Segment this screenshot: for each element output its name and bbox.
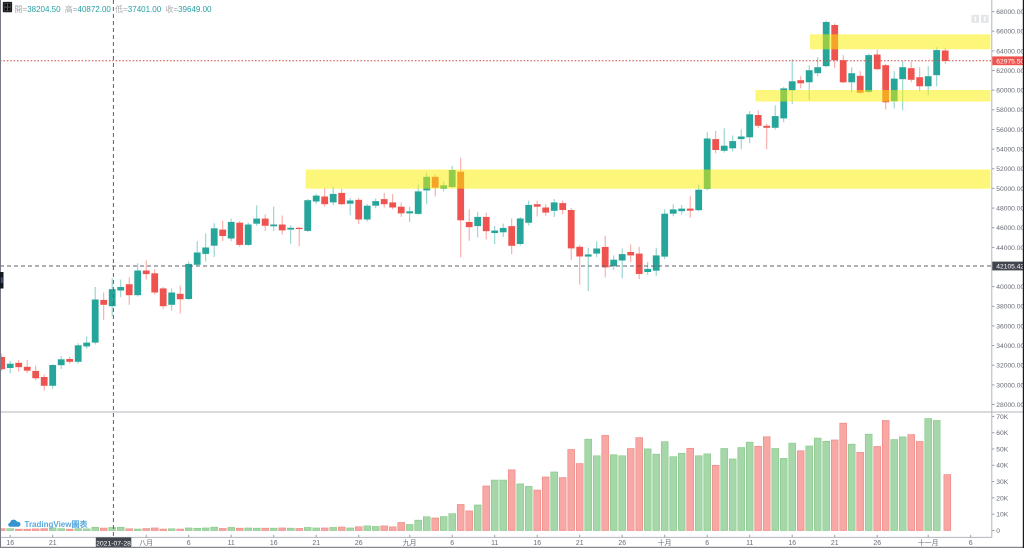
svg-text:16: 16 bbox=[788, 540, 796, 547]
svg-text:70K: 70K bbox=[996, 414, 1008, 421]
svg-text:21: 21 bbox=[49, 540, 57, 547]
svg-text:十月: 十月 bbox=[658, 538, 672, 547]
svg-text:58000.00: 58000.00 bbox=[996, 107, 1024, 114]
svg-text:TradingView圖表: TradingView圖表 bbox=[25, 519, 89, 529]
svg-text:44000.00: 44000.00 bbox=[996, 245, 1024, 252]
svg-text:21: 21 bbox=[831, 540, 839, 547]
svg-text:62975.50: 62975.50 bbox=[996, 58, 1024, 65]
svg-text:38000.00: 38000.00 bbox=[996, 304, 1024, 311]
svg-text:60000.00: 60000.00 bbox=[996, 88, 1024, 95]
svg-text:39649.00: 39649.00 bbox=[178, 5, 212, 14]
svg-text:開=: 開= bbox=[15, 5, 28, 14]
svg-text:56000.00: 56000.00 bbox=[996, 127, 1024, 134]
svg-text:37401.00: 37401.00 bbox=[128, 5, 162, 14]
svg-text:八月: 八月 bbox=[139, 539, 153, 547]
svg-text:十一月: 十一月 bbox=[918, 538, 939, 547]
svg-text:6: 6 bbox=[450, 540, 454, 547]
svg-text:20K: 20K bbox=[996, 495, 1008, 502]
svg-text:低=: 低= bbox=[115, 4, 128, 14]
svg-text:26: 26 bbox=[618, 540, 626, 547]
svg-text:28000.00: 28000.00 bbox=[996, 402, 1024, 409]
svg-text:16: 16 bbox=[533, 540, 541, 547]
svg-text:52000.00: 52000.00 bbox=[996, 166, 1024, 173]
svg-text:10K: 10K bbox=[996, 512, 1008, 519]
svg-text:6: 6 bbox=[705, 540, 709, 547]
svg-text:50000.00: 50000.00 bbox=[996, 186, 1024, 193]
svg-text:66000.00: 66000.00 bbox=[996, 29, 1024, 36]
svg-text:50K: 50K bbox=[996, 446, 1008, 453]
svg-text:38204.50: 38204.50 bbox=[27, 5, 61, 14]
svg-text:九月: 九月 bbox=[403, 538, 417, 547]
svg-text:46000.00: 46000.00 bbox=[996, 225, 1024, 232]
svg-text:6: 6 bbox=[969, 540, 973, 547]
svg-text:30000.00: 30000.00 bbox=[996, 382, 1024, 389]
svg-text:6: 6 bbox=[187, 540, 191, 547]
svg-text:26: 26 bbox=[355, 540, 363, 547]
svg-text:30K: 30K bbox=[996, 479, 1008, 486]
svg-text:0: 0 bbox=[996, 528, 1000, 535]
svg-text:60K: 60K bbox=[996, 430, 1008, 437]
svg-text:40000.00: 40000.00 bbox=[996, 284, 1024, 291]
svg-text:26: 26 bbox=[873, 540, 881, 547]
svg-text:40872.00: 40872.00 bbox=[78, 5, 112, 14]
svg-text:21: 21 bbox=[576, 540, 584, 547]
svg-text:42105.42: 42105.42 bbox=[996, 263, 1024, 270]
svg-text:54000.00: 54000.00 bbox=[996, 147, 1024, 154]
svg-text:40K: 40K bbox=[996, 463, 1008, 470]
svg-text:34000.00: 34000.00 bbox=[996, 343, 1024, 350]
svg-text:收=: 收= bbox=[165, 4, 178, 14]
svg-text:16: 16 bbox=[6, 540, 14, 547]
svg-text:68000.00: 68000.00 bbox=[996, 9, 1024, 16]
svg-text:11: 11 bbox=[491, 540, 498, 547]
svg-text:62000.00: 62000.00 bbox=[996, 68, 1024, 75]
svg-text:21: 21 bbox=[312, 540, 320, 547]
svg-text:高=: 高= bbox=[65, 4, 78, 14]
svg-text:64000.00: 64000.00 bbox=[996, 48, 1024, 55]
svg-text:48000.00: 48000.00 bbox=[996, 206, 1024, 213]
svg-text:32000.00: 32000.00 bbox=[996, 363, 1024, 370]
svg-text:11: 11 bbox=[746, 540, 753, 547]
svg-text:11: 11 bbox=[228, 540, 235, 547]
svg-text:36000.00: 36000.00 bbox=[996, 323, 1024, 330]
svg-text:16: 16 bbox=[270, 540, 278, 547]
svg-text:2021-07-28: 2021-07-28 bbox=[96, 540, 131, 547]
